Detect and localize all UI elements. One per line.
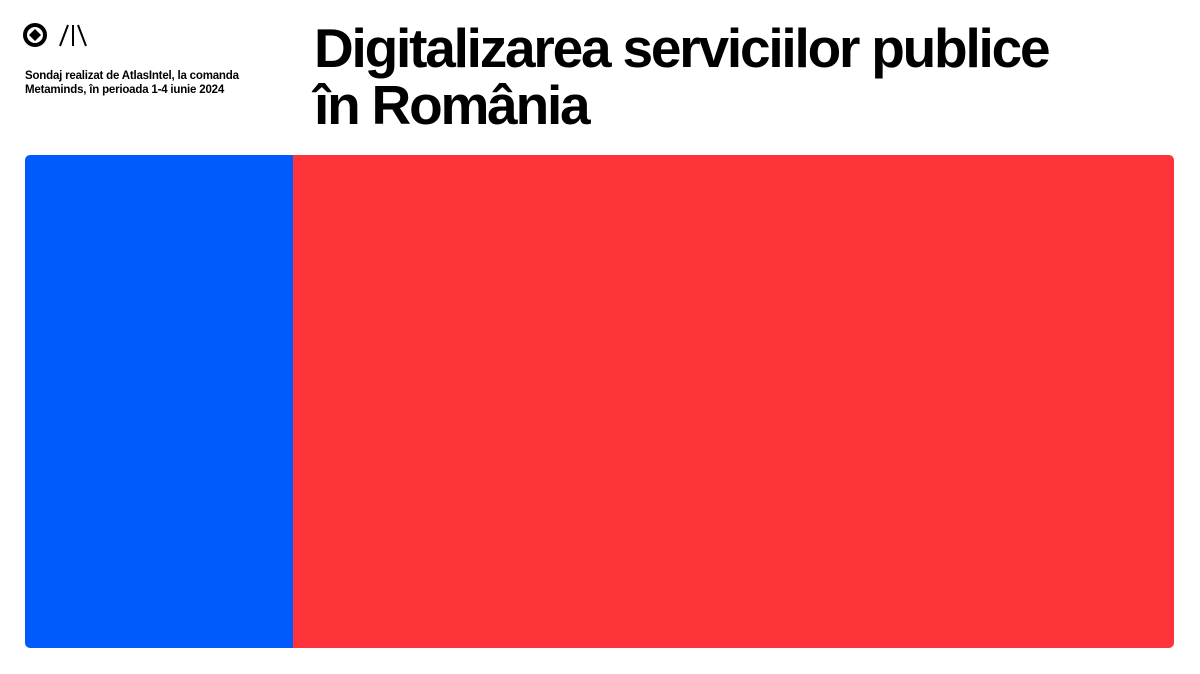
blue-panel [25, 155, 293, 648]
flag-banner [25, 155, 1174, 648]
title-line: în România [314, 74, 591, 136]
red-panel [293, 155, 1174, 648]
title-line: Digitalizarea serviciilor publice [314, 17, 1051, 79]
title: Digitalizarea serviciilor publice în Rom… [314, 17, 1051, 136]
subtitle-line: Metaminds, în perioada 1-4 iunie 2024 [25, 84, 225, 96]
subtitle-line: Sondaj realizat de AtlasIntel, la comand… [25, 70, 239, 82]
logo [23, 23, 87, 47]
subtitle: Sondaj realizat de AtlasIntel, la comand… [25, 69, 239, 97]
